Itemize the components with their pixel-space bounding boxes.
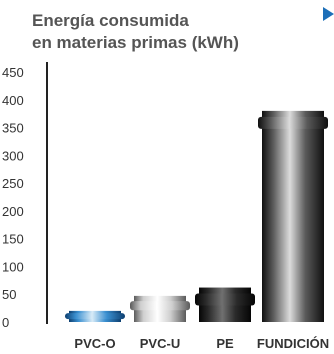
y-tick-label: 150 xyxy=(2,232,24,247)
y-tick-label: 250 xyxy=(2,176,24,191)
chart-title: Energía consumida en materias primas (kW… xyxy=(32,10,239,54)
bar-collar-pvc-o xyxy=(65,313,125,320)
y-tick-label: 0 xyxy=(2,315,9,330)
triangle-right-icon xyxy=(323,7,334,21)
y-tick-label: 350 xyxy=(2,121,24,136)
bar-collar-pvc-u xyxy=(130,301,190,311)
chart-title-line-2: en materias primas (kWh) xyxy=(32,33,239,52)
y-tick-label: 100 xyxy=(2,259,24,274)
bar-collar-fundición xyxy=(258,116,328,129)
x-tick-label: PE xyxy=(216,336,234,351)
y-tick-label: 200 xyxy=(2,204,24,219)
x-tick-label: FUNDICIÓN xyxy=(257,336,329,351)
x-tick-label: PVC-O xyxy=(74,336,115,351)
x-tick-label: PVC-U xyxy=(140,336,180,351)
bar-collar-pe xyxy=(195,293,255,306)
y-tick-label: 450 xyxy=(2,65,24,80)
bars-layer xyxy=(65,110,328,322)
y-tick-label: 400 xyxy=(2,93,24,108)
chart-title-line-1: Energía consumida xyxy=(32,11,189,30)
y-tick-label: 50 xyxy=(2,287,16,302)
y-tick-label: 300 xyxy=(2,148,24,163)
bar-fundición xyxy=(262,110,324,322)
axis-layer: 0 50 100 150 200 250 300 350 400 450 PVC-O PVC-U PE F… xyxy=(2,62,329,351)
